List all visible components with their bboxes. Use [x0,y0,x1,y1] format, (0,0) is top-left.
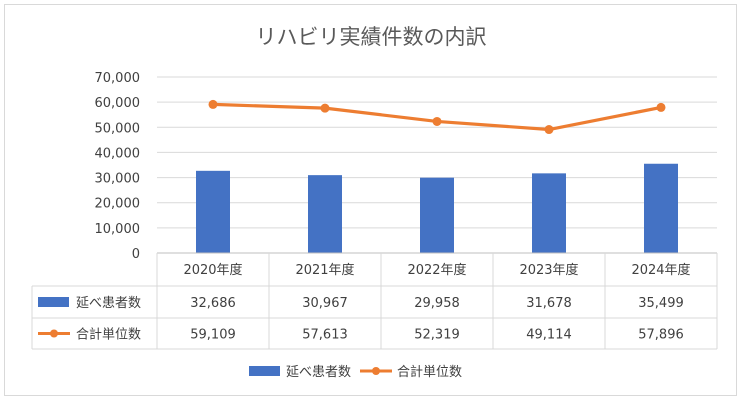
y-tick-label: 20,000 [95,197,141,212]
x-category-label: 2021年度 [295,262,354,278]
table-legend-key-bar [38,297,69,307]
chart-title: リハビリ実績件数の内訳 [256,25,487,49]
legend-label: 合計単位数 [397,364,462,380]
line-point [432,116,442,126]
table-series-name: 合計単位数 [76,327,141,343]
x-category-label: 2023年度 [519,262,578,278]
legend-key-marker [372,367,380,375]
line-point [208,99,218,109]
table-cell-value: 59,109 [190,328,236,343]
table-legend-key-marker [50,329,58,338]
x-category-label: 2022年度 [407,262,466,278]
x-category-label: 2024年度 [631,262,690,278]
line-point [544,125,554,135]
bar [308,175,342,253]
bar [196,170,230,253]
table-series-name: 延べ患者数 [76,296,141,311]
table-cell-value: 29,958 [414,296,460,311]
y-tick-label: 50,000 [95,121,141,136]
legend-key-bar [249,366,280,376]
table-cell-value: 57,896 [638,328,684,343]
table-cell-value: 57,613 [302,328,348,343]
line-point [320,103,330,113]
bar [532,173,566,253]
y-tick-label: 30,000 [95,172,141,187]
table-cell-value: 31,678 [526,296,572,311]
bar [644,163,678,253]
y-tick-label: 10,000 [95,222,141,237]
y-tick-label: 0 [132,247,140,262]
y-tick-label: 70,000 [95,71,141,86]
table-cell-value: 49,114 [526,328,572,343]
table-cell-value: 30,967 [302,296,348,311]
table-cell-value: 32,686 [190,296,236,311]
chart-frame [4,4,737,396]
table-cell-value: 52,319 [414,328,460,343]
legend-label: 延べ患者数 [286,365,351,380]
bar [420,177,454,253]
table-cell-value: 35,499 [638,296,684,311]
legend: 延べ患者数 合計単位数 [249,364,462,380]
line-series [208,99,666,135]
y-axis-ticks: 70,000 60,000 50,000 40,000 30,000 20,000 10,0… [95,71,141,262]
line-point [656,102,666,112]
y-tick-label: 40,000 [95,146,141,161]
x-category-label: 2020年度 [183,262,242,278]
y-tick-label: 60,000 [95,96,141,111]
bar-series [196,163,678,253]
